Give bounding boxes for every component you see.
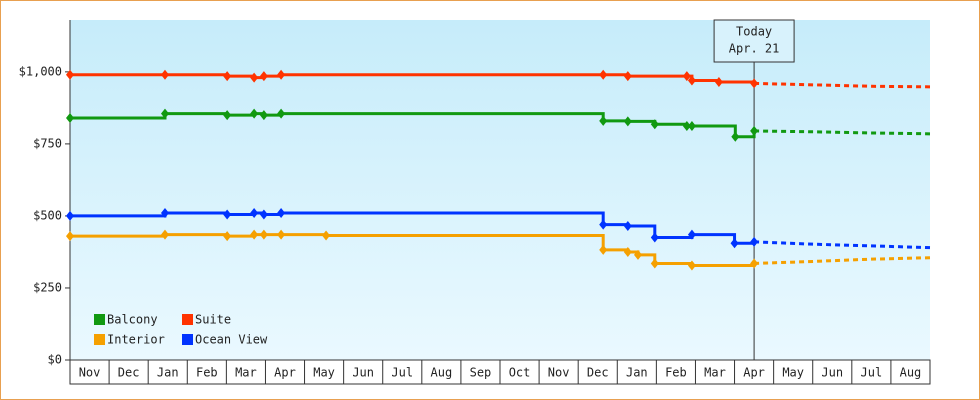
- forecast-line: [754, 256, 931, 265]
- point: [250, 72, 259, 83]
- point: [599, 219, 608, 230]
- x-tick-label: May: [313, 366, 335, 380]
- point: [277, 208, 286, 219]
- x-tick-label: Apr: [274, 366, 296, 380]
- forecast-line: [754, 81, 931, 89]
- point: [250, 208, 259, 219]
- x-tick-label: Dec: [587, 366, 609, 380]
- legend-swatch: [182, 314, 193, 325]
- point: [731, 131, 740, 142]
- x-tick-label: May: [782, 366, 804, 380]
- legend-swatch: [94, 334, 105, 345]
- x-tick-label: Jul: [861, 366, 883, 380]
- y-tick-label: $500: [33, 208, 62, 222]
- x-tick-label: Dec: [118, 366, 140, 380]
- point: [599, 244, 608, 255]
- point: [250, 229, 259, 240]
- point: [650, 258, 659, 269]
- plot-area: [70, 20, 930, 360]
- forecast-line: [754, 240, 931, 250]
- x-tick-label: Mar: [235, 366, 257, 380]
- point: [633, 249, 642, 260]
- x-tick-label: Feb: [196, 366, 218, 380]
- x-tick-label: Nov: [548, 366, 570, 380]
- point: [687, 75, 696, 86]
- point: [250, 108, 259, 119]
- point: [599, 115, 608, 126]
- point: [66, 112, 74, 123]
- point: [259, 209, 268, 220]
- legend-label: Suite: [195, 313, 231, 327]
- x-tick-label: Jan: [157, 366, 179, 380]
- point: [322, 230, 331, 241]
- point: [160, 69, 169, 80]
- point: [277, 69, 286, 80]
- point: [66, 69, 74, 80]
- legend-label: Interior: [107, 333, 165, 347]
- point: [66, 210, 74, 221]
- legend-label: Balcony: [107, 313, 158, 327]
- point: [682, 71, 691, 82]
- point: [223, 71, 232, 82]
- x-tick-label: Oct: [509, 366, 531, 380]
- today-date: Apr. 21: [729, 42, 780, 56]
- forecast-line: [754, 129, 931, 136]
- point: [160, 229, 169, 240]
- point: [277, 108, 286, 119]
- point: [259, 71, 268, 82]
- point: [259, 110, 268, 121]
- series-line: [70, 73, 756, 84]
- point: [687, 121, 696, 132]
- point: [623, 116, 632, 127]
- x-tick-label: Aug: [431, 366, 453, 380]
- x-tick-label: Jul: [391, 366, 413, 380]
- point: [599, 69, 608, 80]
- point: [277, 229, 286, 240]
- point: [623, 246, 632, 257]
- x-tick-label: Feb: [665, 366, 687, 380]
- point: [66, 231, 74, 242]
- point: [714, 76, 723, 87]
- x-tick-label: Sep: [470, 366, 492, 380]
- point: [223, 110, 232, 121]
- point: [687, 229, 696, 240]
- y-tick-label: $1,000: [19, 64, 62, 78]
- today-box: [713, 19, 795, 63]
- point: [687, 260, 696, 271]
- point: [259, 229, 268, 240]
- point: [682, 121, 691, 132]
- point: [223, 231, 232, 242]
- legend-swatch: [182, 334, 193, 345]
- x-tick-label: Jun: [821, 366, 843, 380]
- point: [730, 238, 739, 249]
- point: [160, 208, 169, 219]
- x-tick-label: Aug: [900, 366, 922, 380]
- x-tick-label: Apr: [743, 366, 765, 380]
- y-tick-label: $0: [48, 353, 62, 367]
- legend-label: Ocean View: [195, 333, 268, 347]
- legend-swatch: [94, 314, 105, 325]
- today-label: Today: [736, 25, 772, 39]
- point: [650, 232, 659, 243]
- x-tick-label: Nov: [79, 366, 101, 380]
- point: [623, 71, 632, 82]
- x-tick-label: Jan: [626, 366, 648, 380]
- y-tick-label: $750: [33, 136, 62, 150]
- point: [223, 209, 232, 220]
- point: [623, 221, 632, 232]
- point: [650, 119, 659, 130]
- x-tick-label: Mar: [704, 366, 726, 380]
- x-tick-label: Jun: [352, 366, 374, 380]
- y-tick-label: $250: [33, 280, 62, 294]
- point: [160, 108, 169, 119]
